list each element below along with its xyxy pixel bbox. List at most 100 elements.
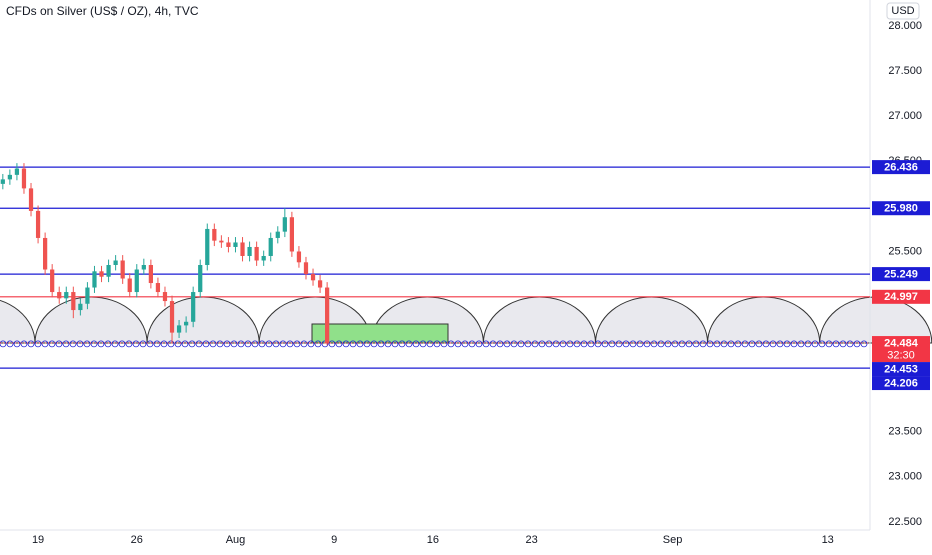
candle-body bbox=[325, 287, 330, 344]
x-tick-label: 26 bbox=[131, 534, 143, 546]
circle-dot bbox=[293, 340, 301, 348]
x-tick-label: 13 bbox=[822, 534, 834, 546]
circle-dot bbox=[118, 340, 126, 348]
y-tick-label: 27.500 bbox=[888, 65, 922, 77]
circle-dot bbox=[370, 340, 378, 348]
circle-dot bbox=[398, 340, 406, 348]
circle-dot bbox=[825, 340, 833, 348]
circle-dot bbox=[6, 340, 14, 348]
circle-dot bbox=[531, 340, 539, 348]
candle-body bbox=[78, 303, 83, 311]
circle-dot bbox=[433, 340, 441, 348]
circle-dot bbox=[671, 340, 679, 348]
candle-body bbox=[184, 321, 189, 326]
circle-dot bbox=[0, 340, 7, 348]
candle-body bbox=[268, 237, 273, 256]
candle-body bbox=[275, 231, 280, 238]
candle-body bbox=[148, 265, 153, 284]
circle-dot bbox=[20, 340, 28, 348]
circle-dot bbox=[349, 340, 357, 348]
x-tick-label: 23 bbox=[525, 534, 537, 546]
circle-dot bbox=[321, 340, 329, 348]
circle-dot bbox=[419, 340, 427, 348]
circle-dot bbox=[762, 340, 770, 348]
circle-dot bbox=[811, 340, 819, 348]
candle-body bbox=[85, 287, 90, 304]
circle-dot bbox=[335, 340, 343, 348]
candle-body bbox=[35, 210, 41, 238]
circle-dot bbox=[104, 340, 112, 348]
candle-body bbox=[127, 278, 132, 293]
circle-dot bbox=[839, 340, 847, 348]
circle-dot bbox=[678, 340, 686, 348]
circle-dot bbox=[699, 340, 707, 348]
candle-body bbox=[99, 271, 104, 277]
circle-dot bbox=[426, 340, 434, 348]
candle-body bbox=[282, 217, 287, 232]
circle-dot bbox=[440, 340, 448, 348]
circle-dot bbox=[643, 340, 651, 348]
circle-dot bbox=[76, 340, 84, 348]
candle-body bbox=[254, 246, 259, 261]
circle-dot bbox=[181, 340, 189, 348]
candle-body bbox=[219, 240, 224, 243]
candle-body bbox=[92, 271, 97, 288]
candle-body bbox=[57, 292, 62, 299]
circle-dot bbox=[587, 340, 595, 348]
circle-dot bbox=[258, 340, 266, 348]
circle-dot bbox=[804, 340, 812, 348]
price-label-box bbox=[872, 267, 930, 282]
candle-body bbox=[289, 217, 294, 252]
circle-dot bbox=[454, 340, 462, 348]
circle-dot bbox=[244, 340, 252, 348]
circle-dot bbox=[160, 340, 168, 348]
y-tick-label: 23.000 bbox=[888, 471, 922, 483]
circle-dot bbox=[251, 340, 259, 348]
circle-dot bbox=[503, 340, 511, 348]
circle-dot bbox=[482, 340, 490, 348]
circle-dot bbox=[461, 340, 469, 348]
circle-dot bbox=[83, 340, 91, 348]
candle-body bbox=[247, 246, 252, 256]
circle-dot bbox=[230, 340, 238, 348]
price-label-box bbox=[872, 336, 930, 363]
candle-body bbox=[0, 179, 5, 184]
circle-dot bbox=[125, 340, 133, 348]
circle-dot bbox=[447, 340, 455, 348]
candle-body bbox=[198, 265, 203, 293]
circle-dot bbox=[783, 340, 791, 348]
circle-dot bbox=[188, 340, 196, 348]
candle-body bbox=[226, 242, 231, 247]
circle-dot bbox=[685, 340, 693, 348]
circle-dot bbox=[342, 340, 350, 348]
circle-dot bbox=[13, 340, 21, 348]
candle-body bbox=[162, 292, 168, 302]
candle-body bbox=[240, 242, 245, 256]
circle-dot bbox=[748, 340, 756, 348]
currency-badge[interactable] bbox=[886, 2, 920, 20]
price-label-box bbox=[872, 160, 930, 175]
price-label: 24.206 bbox=[884, 377, 918, 389]
circle-dot bbox=[846, 340, 854, 348]
candle-body bbox=[212, 228, 217, 241]
candle-body bbox=[43, 237, 48, 270]
circle-dot bbox=[328, 340, 336, 348]
candle-body bbox=[28, 188, 34, 211]
circle-dot bbox=[594, 340, 602, 348]
price-label-box bbox=[872, 376, 930, 391]
circle-dot bbox=[468, 340, 476, 348]
circle-dot bbox=[755, 340, 763, 348]
circle-dot bbox=[132, 340, 140, 348]
y-tick-label: 23.500 bbox=[888, 426, 922, 438]
candle-body bbox=[205, 228, 210, 265]
circle-dot bbox=[314, 340, 322, 348]
price-label: 24.997 bbox=[884, 291, 918, 303]
candle-body bbox=[303, 262, 309, 275]
circle-dot bbox=[517, 340, 525, 348]
circle-dot bbox=[489, 340, 497, 348]
candle-body bbox=[141, 265, 146, 270]
circle-dot bbox=[55, 340, 63, 348]
circle-level bbox=[0, 340, 868, 348]
circle-dot bbox=[97, 340, 105, 348]
